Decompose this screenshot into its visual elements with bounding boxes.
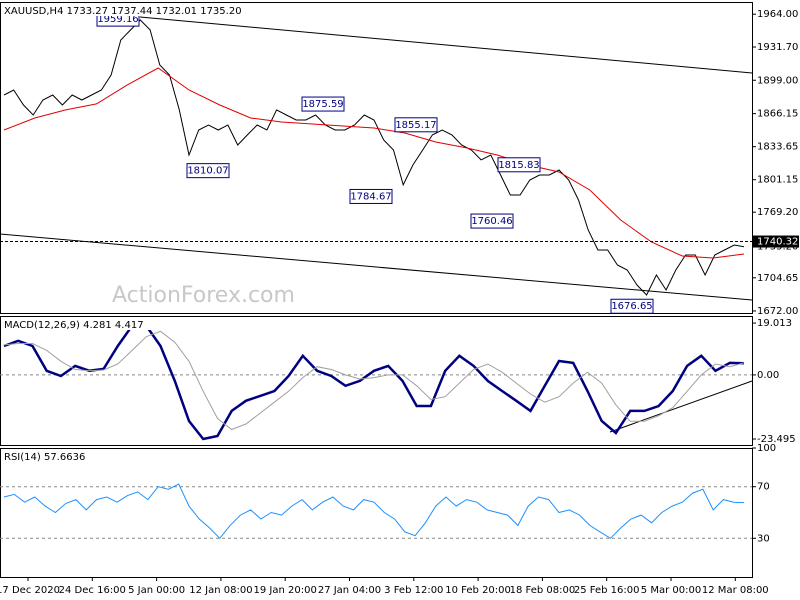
title-bg xyxy=(2,318,177,330)
trend-line xyxy=(139,16,753,74)
trend-line xyxy=(609,380,753,433)
y-tick-label: -23.495 xyxy=(757,434,796,445)
y-tick-label: 1964.00 xyxy=(757,9,798,20)
x-tick-label: 17 Dec 2020 xyxy=(0,585,60,596)
annotation-label: 1875.59 xyxy=(302,99,343,110)
x-tick-label: 18 Feb 08:00 xyxy=(510,585,576,596)
y-tick-label: 0.00 xyxy=(757,370,779,381)
annotation-box xyxy=(470,213,514,229)
annotation-box xyxy=(349,188,393,204)
x-tick-label: 27 Jan 04:00 xyxy=(318,585,381,596)
x-tick-label: 25 Feb 16:00 xyxy=(574,585,640,596)
price-label: 1740.32 xyxy=(757,237,798,248)
annotation-label: 1855.17 xyxy=(395,120,436,131)
annotation-label: 1810.07 xyxy=(187,166,228,177)
y-tick-label: 1866.15 xyxy=(757,109,798,120)
series-line xyxy=(3,330,745,431)
y-tick-label: 70 xyxy=(757,482,770,493)
x-tick-label: 12 Mar 08:00 xyxy=(702,585,769,596)
panel-border xyxy=(0,448,753,578)
annotation-box xyxy=(394,117,438,133)
price-box xyxy=(753,235,799,248)
watermark: ActionForex.com xyxy=(112,283,295,308)
series-line xyxy=(3,67,745,259)
annotation-box xyxy=(497,157,541,173)
annotation-label: 1959.16 xyxy=(97,14,138,25)
x-tick-label: 12 Jan 08:00 xyxy=(189,585,252,596)
y-tick-label: 1931.70 xyxy=(757,42,798,53)
y-tick-label: 100 xyxy=(757,443,776,454)
y-tick-label: 1704.65 xyxy=(757,273,798,284)
annotation-label: 1784.67 xyxy=(350,191,391,202)
panel-title: MACD(12,26,9) 4.281 4.417 xyxy=(4,320,144,331)
title-bg xyxy=(2,450,107,462)
panel-border xyxy=(0,316,753,446)
title-bg xyxy=(2,4,296,16)
x-tick-label: 3 Feb 12:00 xyxy=(384,585,443,596)
series-line xyxy=(3,324,745,441)
x-tick-label: 24 Dec 16:00 xyxy=(59,585,126,596)
y-tick-label: 1769.20 xyxy=(757,207,798,218)
series-line xyxy=(3,483,745,540)
panel-title: XAUUSD,H4 1733.27 1737.44 1732.01 1735.2… xyxy=(4,6,242,17)
y-tick-label: 1672.00 xyxy=(757,306,798,317)
x-tick-label: 5 Mar 00:00 xyxy=(641,585,701,596)
series-line xyxy=(3,19,745,296)
trend-line xyxy=(0,233,753,301)
y-tick-label: 1833.65 xyxy=(757,142,798,153)
y-tick-label: 1899.00 xyxy=(757,75,798,86)
x-tick-label: 10 Feb 20:00 xyxy=(445,585,511,596)
annotation-box xyxy=(610,298,654,314)
annotation-box xyxy=(186,163,230,179)
y-tick-label: 19.013 xyxy=(757,318,792,329)
annotation-label: 1760.46 xyxy=(471,216,512,227)
panel-title: RSI(14) 57.6636 xyxy=(4,452,85,463)
annotation-label: 1815.83 xyxy=(498,160,539,171)
panel-border xyxy=(0,2,753,314)
annotation-box xyxy=(301,96,345,112)
y-tick-label: 30 xyxy=(757,533,770,544)
x-tick-label: 19 Jan 20:00 xyxy=(254,585,317,596)
y-tick-label: 1801.15 xyxy=(757,175,798,186)
annotation-label: 1676.65 xyxy=(611,301,652,312)
x-tick-label: 5 Jan 00:00 xyxy=(128,585,185,596)
